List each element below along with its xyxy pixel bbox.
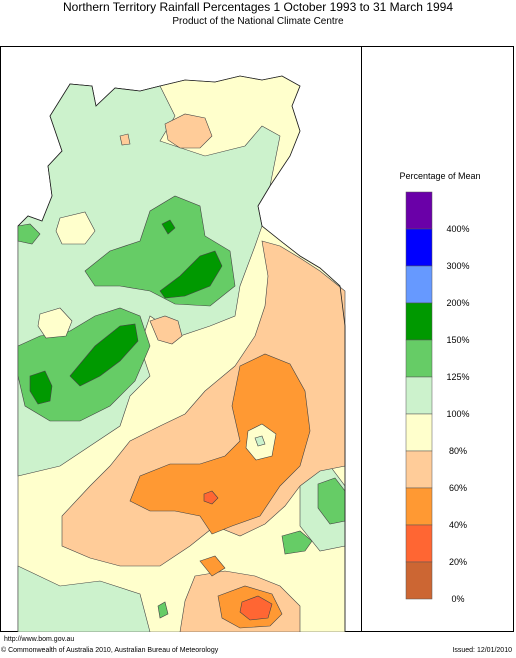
legend-swatch <box>405 228 433 267</box>
zone-150-west <box>69 323 139 387</box>
zone-60-center <box>149 315 183 345</box>
legend-label: 40% <box>449 520 467 530</box>
legend-label: 150% <box>446 335 469 345</box>
coastline <box>17 75 346 632</box>
legend-swatch <box>405 339 433 378</box>
map-title: Northern Territory Rainfall Percentages … <box>63 0 453 14</box>
legend-swatch <box>405 302 433 341</box>
legend-swatch <box>405 265 433 304</box>
legend-swatch <box>405 191 433 230</box>
source-url: http://www.bom.gov.au <box>4 636 75 643</box>
legend-swatch <box>405 524 433 563</box>
legend-label: 300% <box>446 261 469 271</box>
zone-150-north <box>159 250 223 299</box>
legend-label: 60% <box>449 483 467 493</box>
zone-60-small-north <box>119 133 131 146</box>
zone-125-south <box>281 530 313 555</box>
legend-label: 20% <box>449 557 467 567</box>
legend-label: 400% <box>446 224 469 234</box>
zone-125-nw-tip <box>17 223 41 245</box>
zone-80-island-north <box>55 211 96 245</box>
zone-60-north <box>164 113 213 149</box>
rainfall-map-svg <box>17 75 346 632</box>
legend-swatch <box>405 487 433 526</box>
zone-20-south <box>239 595 273 621</box>
map-subtitle: Product of the National Climate Centre <box>172 16 344 27</box>
legend-swatch <box>405 561 433 600</box>
legend: 400% 300% 200% 150% 125% 100% 80% 60% 40% 20% 0% <box>405 191 470 604</box>
zone-80-island-west <box>37 307 73 339</box>
zone-150-west-small <box>29 370 53 405</box>
zone-100-southwest <box>17 565 151 632</box>
zone-125-south-spot <box>157 601 169 619</box>
zone-40-small <box>199 555 226 577</box>
zone-100-island-center <box>254 435 266 447</box>
legend-title: Percentage of Mean <box>399 171 481 181</box>
legend-swatch <box>405 450 433 489</box>
legend-swatch <box>405 376 433 415</box>
legend-label: 80% <box>449 446 467 456</box>
legend-swatch <box>405 413 433 452</box>
legend-label: 100% <box>446 409 469 419</box>
legend-label: 0% <box>451 594 464 604</box>
copyright-notice: © Commonwealth of Australia 2010, Austra… <box>1 647 219 654</box>
zone-20-central <box>203 490 219 505</box>
issued-date: Issued: 12/01/2010 <box>452 647 512 654</box>
zone-40-central <box>129 353 311 535</box>
zone-150-north-small <box>161 219 176 235</box>
legend-label: 200% <box>446 298 469 308</box>
rainfall-map <box>0 46 362 632</box>
legend-label: 125% <box>446 372 469 382</box>
